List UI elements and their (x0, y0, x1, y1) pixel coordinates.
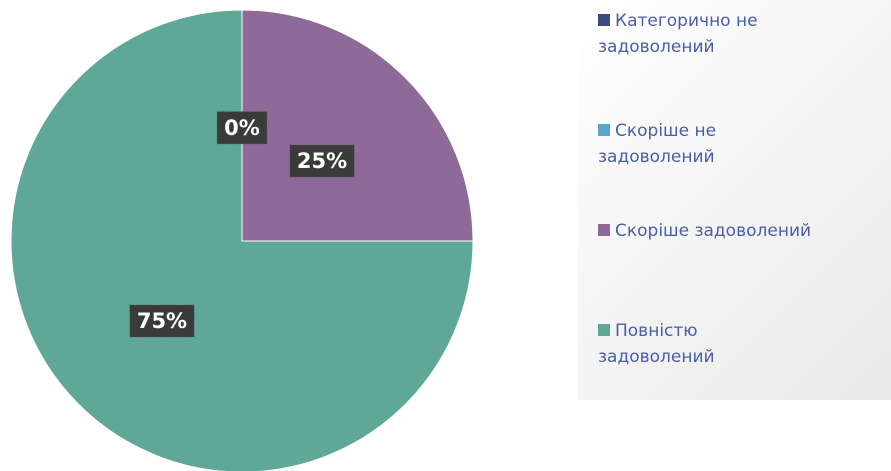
legend-item: Скоріше не задоволений (598, 118, 813, 170)
data-label: 75% (129, 304, 195, 338)
legend-panel (578, 0, 891, 400)
legend-label: Категорично не задоволений (598, 11, 758, 57)
legend-label: Повністю задоволений (598, 321, 715, 367)
data-label-text: 0% (224, 116, 260, 140)
legend-swatch (598, 324, 610, 336)
legend-swatch (598, 124, 610, 136)
data-label-text: 25% (297, 149, 347, 173)
legend-swatch (598, 224, 610, 236)
data-label-box (129, 304, 195, 338)
data-label-box (289, 144, 355, 178)
legend-label: Скоріше не задоволений (598, 121, 717, 167)
legend-label: Скоріше задоволений (615, 221, 812, 241)
data-label-text: 75% (137, 309, 187, 333)
data-label: 0% (216, 111, 268, 145)
legend-item: Скоріше задоволений (598, 218, 813, 244)
pie-slice (241, 9, 474, 242)
pie-slice (10, 9, 474, 471)
legend-item: Повністю задоволений (598, 318, 813, 370)
data-label-box (216, 111, 268, 145)
legend-swatch (598, 14, 610, 26)
legend-item: Категорично не задоволений (598, 8, 813, 60)
data-label: 25% (289, 144, 355, 178)
